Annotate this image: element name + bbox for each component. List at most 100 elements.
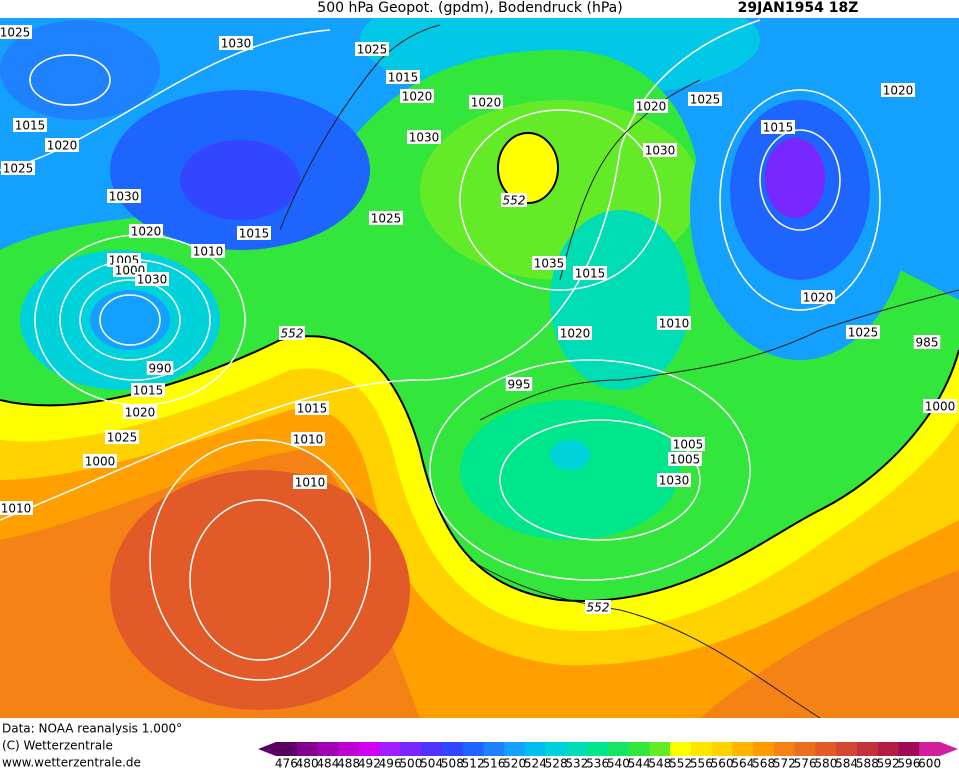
isobar-label-box [761,120,795,134]
isobar-label-box [105,430,139,444]
isobar-label: 1015 [763,121,794,135]
geopotential-label: 552 [281,327,304,341]
isobar-label-box [801,290,835,304]
colorbar-label: 560 [711,757,734,770]
isobar-label: 1025 [107,431,138,445]
isobar-label-box [505,377,533,391]
colorbar-swatch [462,742,484,756]
isobar-label: 1020 [636,100,667,114]
isobar-label: 1015 [575,267,606,281]
colorbar-swatch [753,742,775,756]
isobar-label: 1020 [471,96,502,110]
colorbar-label: 524 [524,757,547,770]
isobar-label: 995 [508,378,531,392]
isobar-label: 985 [916,336,939,350]
colorbar-label: 540 [607,757,630,770]
geopotential-label: 552 [503,194,526,208]
colorbar-swatch [442,742,464,756]
isobar-label-box [293,475,327,489]
isobar-label: 1030 [645,144,676,158]
colorbar-label: 584 [835,757,858,770]
isobar-label-box [386,70,420,84]
isobar-label: 1000 [925,400,956,414]
geopotential-label-box [585,600,611,614]
isobar-label: 1025 [848,326,879,340]
geopotential-label-box [501,193,527,207]
isobar-label: 1020 [47,139,78,153]
colorbar-label: 552 [669,757,692,770]
colorbar-label: 500 [399,757,422,770]
isobar-label: 1015 [133,384,164,398]
colorbar-swatch [276,742,298,756]
isobar-label: 1030 [409,131,440,145]
colorbar-arrow-right [940,742,958,756]
isobar-label: 1030 [659,474,690,488]
isobar-label-box [0,501,33,515]
isobar-label: 1030 [221,37,252,51]
isobar-label-box [0,25,32,39]
isobar-label: 1025 [0,26,30,40]
colorbar-label: 564 [731,757,754,770]
isobar-label-box [131,383,165,397]
isobar-label-box [129,224,163,238]
map-date: 29JAN1954 18Z [738,0,859,16]
isobar-label-box [45,138,79,152]
colorbar-swatch [359,742,381,756]
footer-line: Data: NOAA reanalysis 1.000° [2,722,182,736]
colorbar-swatch [525,742,547,756]
footer-line: (C) Wetterzentrale [2,739,113,753]
colorbar-swatch [919,742,941,756]
colorbar-swatch [857,742,879,756]
colorbar-label: 544 [628,757,651,770]
isobar-label-box [107,189,141,203]
colorbar-label: 536 [586,757,609,770]
colorbar-swatch [317,742,339,756]
isobar-label-box [219,36,253,50]
colorbar-label: 548 [648,757,671,770]
isobar-label: 1025 [371,212,402,226]
colorbar-swatch [400,742,422,756]
isobar-label-box [657,316,691,330]
isobar-label: 1025 [690,93,721,107]
colorbar-swatch [774,742,796,756]
isobar-label-box [469,95,503,109]
isobar-label-box [671,437,705,451]
isobar-label: 1030 [137,273,168,287]
isobar-label-box [634,99,668,113]
colorbar-swatch [608,742,630,756]
colorbar-swatch [296,742,318,756]
isobar-label: 1020 [125,406,156,420]
isobar-label-box [146,361,174,375]
colorbar-swatch [670,742,692,756]
colorbar-label: 492 [358,757,381,770]
footer: Data: NOAA reanalysis 1.000° (C) Wetterze… [2,722,182,770]
isobar-label: 1020 [883,84,914,98]
colorbar-swatch [898,742,920,756]
isobar-label-box [668,452,702,466]
colorbar: 4764804844884924965005045085125165205245… [258,742,958,770]
isobar-label-box [573,266,607,280]
colorbar-swatch [836,742,858,756]
colorbar-swatch [794,742,816,756]
isobar-label: 1015 [388,71,419,85]
geopotential-label: 552 [587,601,610,615]
isobar-label: 1005 [670,453,701,467]
colorbar-label: 496 [379,757,402,770]
colorbar-label: 556 [690,757,713,770]
colorbar-label: 576 [794,757,817,770]
colorbar-swatch [379,742,401,756]
colorbar-swatch [877,742,899,756]
colorbar-swatch [545,742,567,756]
isobar-label: 1025 [357,43,388,57]
isobar-label-box [846,325,880,339]
colorbar-swatch [338,742,360,756]
footer-line: www.wetterzentrale.de [2,756,141,770]
colorbar-swatch [566,742,588,756]
isobar-label: 1015 [239,227,270,241]
colorbar-swatch [483,742,505,756]
isobar-label: 1015 [15,119,46,133]
geopotential-label-box [279,326,305,340]
colorbar-swatch [691,742,713,756]
isobar-label-box [688,92,722,106]
isobar-label-box [881,83,915,97]
